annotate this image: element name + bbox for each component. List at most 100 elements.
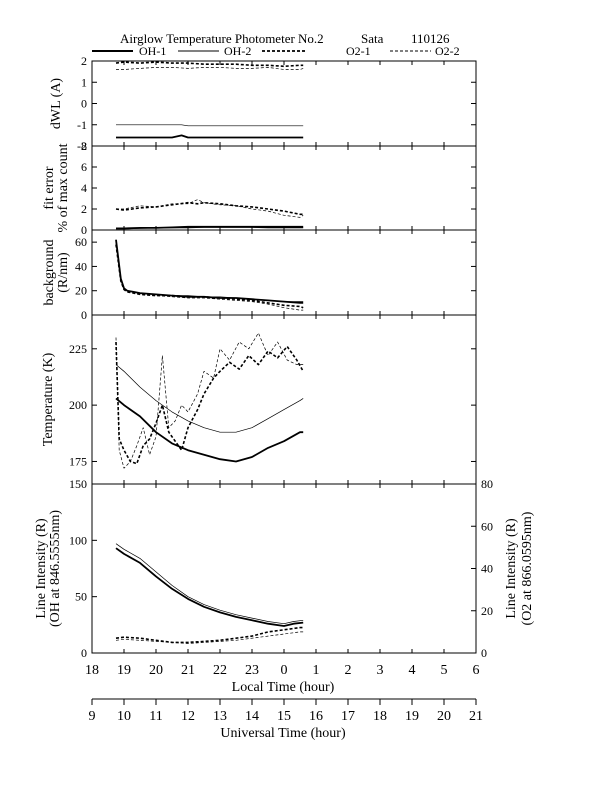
line-intensity-ytick-right-label: 20 bbox=[481, 604, 493, 618]
universal-time-tick-label: 20 bbox=[437, 709, 451, 724]
local-time-tick-label: 22 bbox=[213, 663, 227, 678]
fit-error-ytick-label: 0 bbox=[81, 223, 87, 237]
background-ytick-label: 0 bbox=[81, 308, 87, 322]
legend-label-o22: O2-2 bbox=[435, 44, 460, 58]
figure-title: Airglow Temperature Photometer No.2 bbox=[120, 31, 324, 46]
dwl-series-oh-2 bbox=[116, 124, 304, 127]
temperature-ytick-label: 200 bbox=[69, 398, 87, 412]
local-time-tick-label: 2 bbox=[345, 663, 352, 678]
universal-time-tick-label: 14 bbox=[245, 709, 259, 724]
line-intensity-ytick-right-label: 40 bbox=[481, 562, 493, 576]
line-intensity-ylabel: (OH at 846.5555nm) bbox=[48, 510, 63, 627]
line-intensity-ytick-right-label: 60 bbox=[481, 519, 493, 533]
legend-label-oh1: OH-1 bbox=[139, 44, 166, 58]
temperature-series-oh-1 bbox=[115, 397, 304, 463]
dwl-ytick-label: -2 bbox=[77, 139, 87, 153]
fit-error-ylabel: % of max count bbox=[56, 143, 71, 232]
dwl-series-o2-1 bbox=[115, 61, 304, 68]
dwl-ytick-label: 2 bbox=[81, 54, 87, 68]
fit-error-panel: 0 2 4 6 8 fit error% of max count bbox=[42, 139, 477, 237]
background-panel: 0 20 40 60 background (R/nm) bbox=[42, 229, 477, 322]
line-intensity-frame bbox=[91, 483, 477, 654]
universal-time-axis: 9 10 11 12 13 14 15 16 17 18 19 20 21 bbox=[89, 698, 483, 724]
temperature-series-oh-2 bbox=[115, 364, 304, 433]
dwl-series-o2-2 bbox=[116, 67, 304, 70]
local-time-axis: 18 19 20 21 22 23 0 1 2 3 4 5 6 bbox=[85, 663, 480, 678]
dwl-ytick-label: -1 bbox=[77, 118, 87, 132]
line-intensity-ytick-label: 150 bbox=[69, 477, 87, 491]
fit-error-ytick-label: 6 bbox=[81, 160, 87, 174]
fit-error-series-o2-2 bbox=[116, 199, 304, 218]
fit-error-frame bbox=[91, 145, 477, 231]
local-time-axis-label: Local Time (hour) bbox=[232, 680, 335, 695]
line-intensity-ytick-label: 100 bbox=[69, 533, 87, 547]
local-time-tick-label: 1 bbox=[313, 663, 320, 678]
background-ytick-label: 60 bbox=[75, 235, 87, 249]
fit-error-ytick-label: 4 bbox=[81, 181, 87, 195]
dwl-panel: -2 -1 0 1 2 dWL (A) bbox=[49, 54, 477, 153]
line-intensity-ytick-label: 0 bbox=[81, 646, 87, 660]
temperature-series-o2-1 bbox=[115, 341, 304, 465]
background-series-o2-1 bbox=[115, 244, 304, 309]
local-time-tick-label: 20 bbox=[149, 663, 163, 678]
line-intensity-ylabel: Line Intensity (R) bbox=[34, 518, 49, 619]
line-intensity-ylabel-right: Line Intensity (R) bbox=[504, 518, 519, 619]
local-time-tick-label: 18 bbox=[85, 663, 99, 678]
dwl-ytick-label: 0 bbox=[81, 97, 87, 111]
legend-label-o21: O2-1 bbox=[346, 44, 371, 58]
fit-error-series-oh-1 bbox=[116, 225, 304, 230]
universal-time-tick-label: 9 bbox=[89, 709, 96, 724]
background-ylabel: background bbox=[42, 239, 57, 305]
local-time-tick-label: 0 bbox=[281, 663, 288, 678]
universal-time-tick-label: 15 bbox=[277, 709, 291, 724]
line-intensity-series-o2-1 bbox=[115, 626, 304, 644]
line-intensity-ylabel-right: (O2 at 866.0595nm) bbox=[520, 511, 535, 625]
background-series-oh-2 bbox=[115, 242, 304, 302]
background-ylabel: (R/nm) bbox=[56, 252, 71, 293]
universal-time-axis-label: Universal Time (hour) bbox=[220, 726, 346, 741]
temperature-ytick-label: 225 bbox=[69, 342, 87, 356]
local-time-tick-label: 23 bbox=[245, 663, 259, 678]
local-time-tick-label: 3 bbox=[377, 663, 384, 678]
legend: OH-1 OH-2 O2-1 O2-2 bbox=[92, 44, 460, 58]
dwl-frame bbox=[91, 60, 477, 147]
local-time-tick-label: 4 bbox=[409, 663, 416, 678]
line-intensity-series-o2-2 bbox=[115, 631, 304, 644]
universal-time-tick-label: 10 bbox=[117, 709, 131, 724]
background-series-o2-2 bbox=[115, 244, 304, 311]
fit-error-ytick-label: 8 bbox=[81, 139, 87, 153]
line-intensity-ytick-right-label: 0 bbox=[481, 646, 487, 660]
fit-error-series-o2-1 bbox=[115, 201, 304, 216]
universal-time-tick-label: 18 bbox=[373, 709, 387, 724]
temperature-ylabel: Temperature (K) bbox=[41, 352, 56, 446]
line-intensity-series-oh-2 bbox=[115, 543, 304, 625]
dwl-ytick-label: 1 bbox=[81, 75, 87, 89]
fit-error-ylabel: fit error bbox=[42, 166, 57, 209]
dwl-series-oh-1 bbox=[116, 134, 304, 139]
universal-time-tick-label: 21 bbox=[469, 709, 483, 724]
site-name: Sata bbox=[361, 31, 384, 46]
fit-error-ytick-label: 2 bbox=[81, 202, 87, 216]
temperature-ytick-label: 175 bbox=[69, 454, 87, 468]
universal-time-tick-label: 13 bbox=[213, 709, 227, 724]
universal-time-tick-label: 11 bbox=[149, 709, 162, 724]
local-time-tick-label: 6 bbox=[473, 663, 480, 678]
temperature-series-o2-2 bbox=[115, 332, 304, 469]
observation-date: 110126 bbox=[411, 31, 450, 46]
line-intensity-series-oh-1 bbox=[115, 547, 304, 627]
legend-label-oh2: OH-2 bbox=[224, 44, 251, 58]
universal-time-tick-label: 16 bbox=[309, 709, 323, 724]
local-time-tick-label: 5 bbox=[441, 663, 448, 678]
universal-time-tick-label: 17 bbox=[341, 709, 355, 724]
temperature-frame bbox=[91, 314, 477, 485]
local-time-tick-label: 19 bbox=[117, 663, 131, 678]
dwl-ylabel: dWL (A) bbox=[49, 78, 64, 130]
background-ytick-label: 20 bbox=[75, 284, 87, 298]
temperature-panel: 175 200 225 Temperature (K) bbox=[41, 314, 477, 485]
line-intensity-ytick-right-label: 80 bbox=[481, 477, 493, 491]
universal-time-tick-label: 19 bbox=[405, 709, 419, 724]
background-ytick-label: 40 bbox=[75, 259, 87, 273]
line-intensity-ytick-label: 50 bbox=[75, 590, 87, 604]
